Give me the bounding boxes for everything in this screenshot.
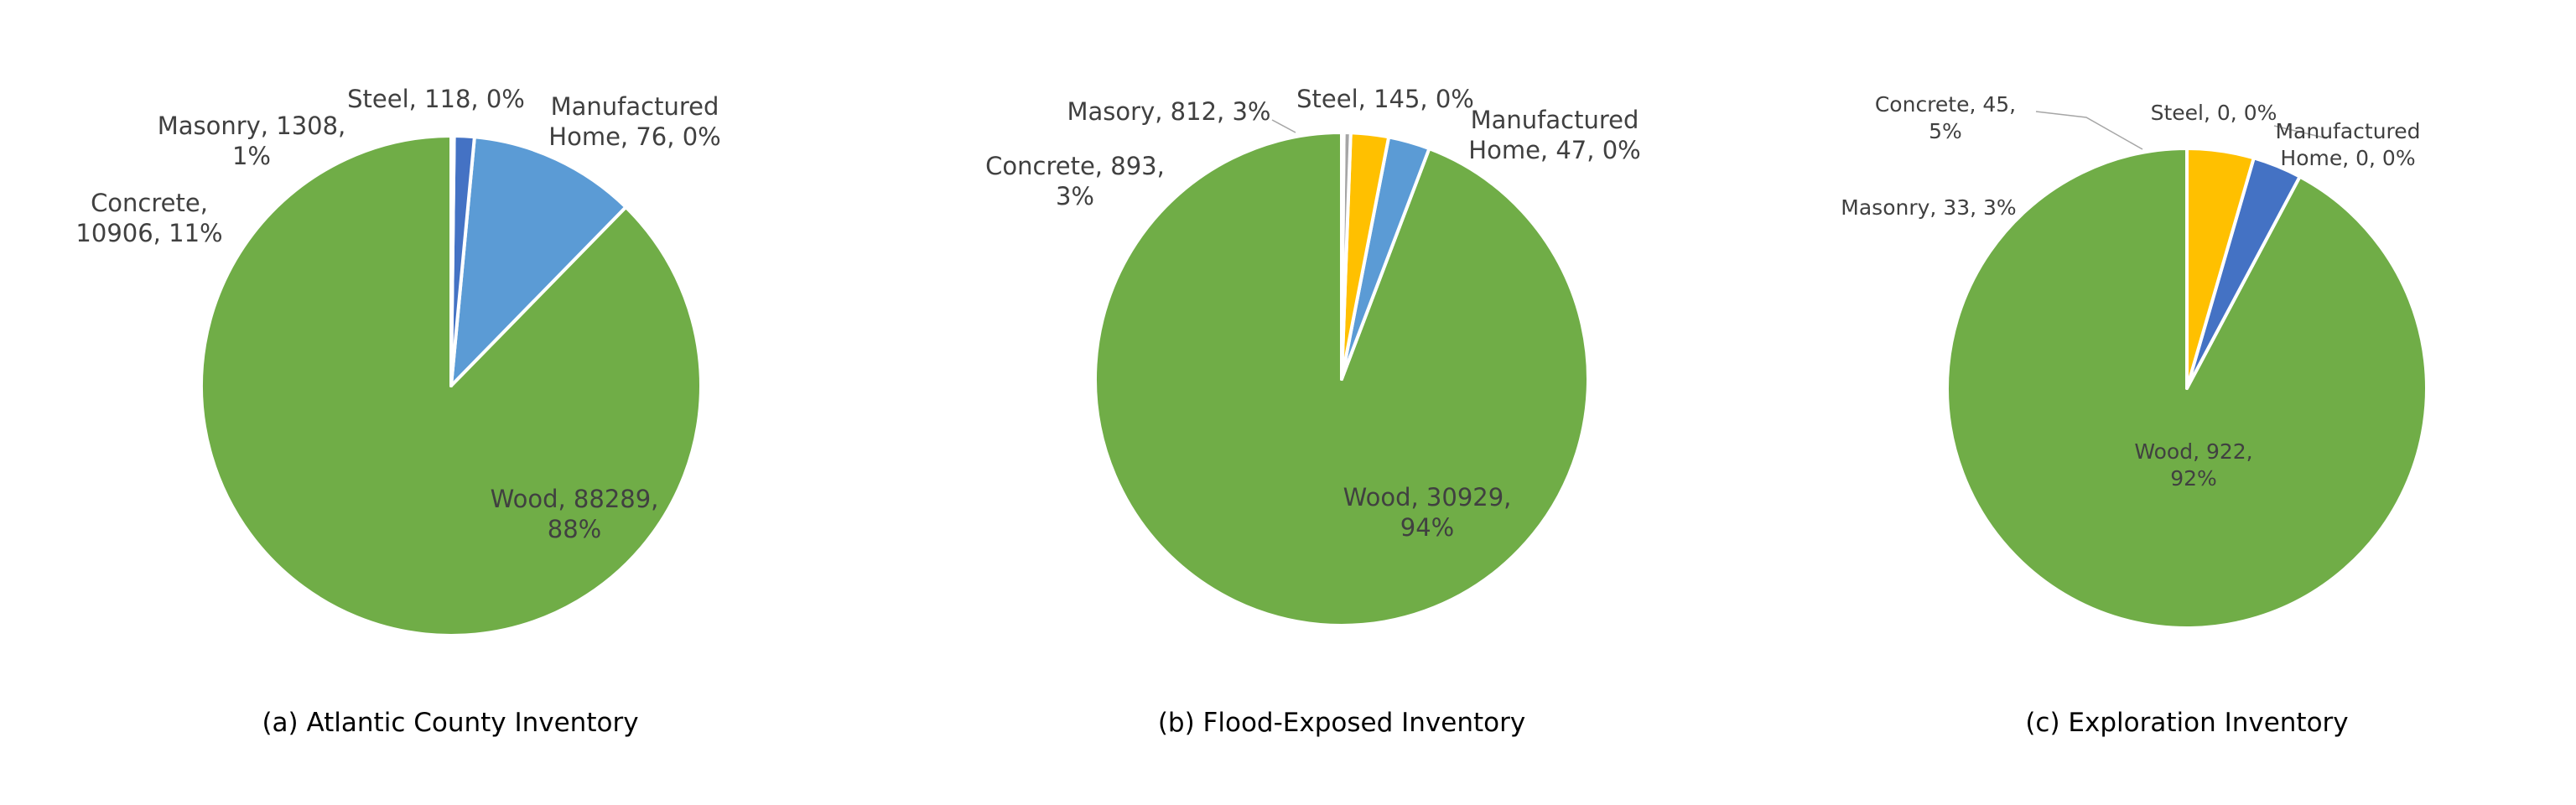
- leader-line: [2035, 111, 2143, 150]
- leader-line: [1271, 119, 1296, 133]
- chart-caption: (a) Atlantic County Inventory: [262, 708, 638, 738]
- leader-line: [2273, 125, 2328, 139]
- pie-chart-1: Wood, 30929, 94% Concrete, 893, 3% Masory, 8…: [985, 85, 1641, 738]
- data-label-concrete: Concrete, 893, 3%: [985, 152, 1165, 210]
- data-label-steel: Steel, 118, 0%: [347, 85, 525, 113]
- data-label-wood: Wood, 30929, 94%: [1343, 483, 1512, 542]
- chart-caption: (c) Exploration Inventory: [2025, 708, 2348, 738]
- data-label-masonry: Masonry, 1308, 1%: [158, 112, 346, 170]
- data-label-manufactured-home: Manufactured Home, 76, 0%: [548, 92, 720, 151]
- data-label-wood: Wood, 88289, 88%: [491, 485, 659, 543]
- slice-concrete: [449, 135, 628, 387]
- chart-caption: (b) Flood-Exposed Inventory: [1158, 708, 1525, 738]
- data-label-wood: Wood, 922, 92%: [2134, 439, 2252, 491]
- slice-concrete: [2185, 147, 2256, 390]
- slice-manufactured-home: [1340, 130, 1346, 381]
- data-label-concrete: Concrete, 10906, 11%: [75, 189, 222, 247]
- data-label-masonry: Masonry, 33, 3%: [1841, 195, 2016, 220]
- data-label-steel: Steel, 0, 0%: [2151, 101, 2277, 125]
- data-label-steel: Steel, 145, 0%: [1296, 85, 1474, 113]
- data-label-masory: Masory, 812, 3%: [1067, 97, 1271, 126]
- data-label-manufactured-home: Manufactured Home, 0, 0%: [2275, 119, 2420, 170]
- pie-chart-2: Wood, 922, 92% Masonry, 33, 3% Concrete, 45…: [1841, 92, 2429, 738]
- pie-chart-0: Wood, 88289, 88% Concrete, 10906, 11% Masonr…: [75, 85, 720, 738]
- slice-manufactured-home: [449, 133, 454, 387]
- data-label-concrete: Concrete, 45, 5%: [1875, 92, 2016, 143]
- data-label-manufactured-home: Manufactured Home, 47, 0%: [1468, 106, 1640, 164]
